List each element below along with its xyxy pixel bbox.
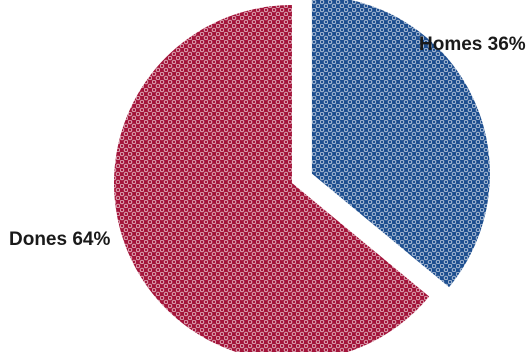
slice-label-dones: Dones 64%: [9, 229, 110, 250]
pie-slices: [114, 0, 490, 357]
pie-slice-homes: [311, 0, 490, 288]
slice-label-homes: Homes 36%: [419, 34, 526, 55]
pie-slice-dones: [114, 5, 430, 357]
pie-labels: Homes 36% Dones 64%: [9, 34, 526, 250]
